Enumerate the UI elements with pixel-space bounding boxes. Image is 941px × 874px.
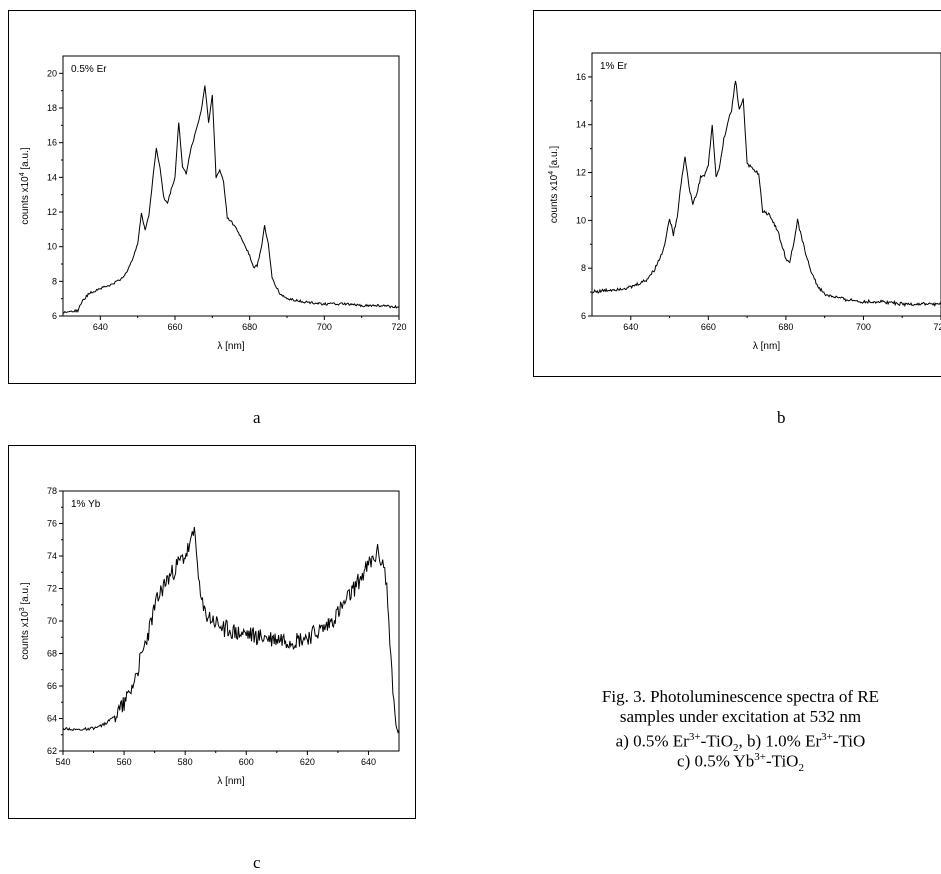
x-tick-label: 700 bbox=[317, 322, 332, 332]
y-tick-label: 72 bbox=[47, 584, 57, 594]
x-tick-label: 660 bbox=[167, 322, 182, 332]
series-annotation: 0.5% Er bbox=[71, 64, 107, 75]
caption-line-1: Fig. 3. Photoluminescence spectra of RE bbox=[601, 687, 880, 706]
y-tick-label: 64 bbox=[47, 714, 57, 724]
x-tick-label: 620 bbox=[300, 757, 315, 767]
y-tick-label: 18 bbox=[47, 103, 57, 113]
chart-panel-c: 540 560 580 600 620 640 62 64 66 68 70 72 74 76 78 λ [n… bbox=[8, 445, 416, 819]
caption-c-sup: 3+ bbox=[754, 751, 767, 763]
x-tick-label: 680 bbox=[778, 322, 793, 332]
chart-panel-b: 640 660 680 700 720 6 8 10 12 14 16 λ [nm] counts x1… bbox=[533, 10, 941, 377]
y-tick-label: 14 bbox=[576, 120, 586, 130]
y-tick-label: 10 bbox=[47, 242, 57, 252]
x-tick-label: 720 bbox=[933, 322, 941, 332]
y-tick-label: 78 bbox=[47, 486, 57, 496]
caption-a-sup: 3+ bbox=[688, 731, 701, 743]
y-tick-label: 6 bbox=[52, 311, 57, 321]
plot-frame bbox=[62, 490, 400, 752]
spectrum-line-b bbox=[591, 80, 941, 308]
y-tick-label: 16 bbox=[47, 138, 57, 148]
x-axis-title: λ [nm] bbox=[217, 341, 244, 352]
y-tick-label: 62 bbox=[47, 746, 57, 756]
caption-c-after: -TiO bbox=[766, 751, 799, 771]
x-tick-label: 680 bbox=[242, 322, 257, 332]
x-tick-label: 640 bbox=[623, 322, 638, 332]
plot-frame bbox=[62, 55, 400, 317]
caption-a-after: -TiO bbox=[700, 731, 734, 751]
caption-b-after: -TiO bbox=[832, 731, 866, 751]
caption-c-sub: 2 bbox=[798, 762, 804, 775]
sublabel-a: a bbox=[253, 408, 261, 427]
caption-b-sup: 3+ bbox=[821, 731, 833, 743]
caption-line-4: c) 0.5% Yb3+-TiO2 bbox=[540, 747, 941, 774]
series-annotation: 1% Er bbox=[600, 61, 628, 72]
x-tick-label: 640 bbox=[361, 757, 376, 767]
series-annotation: 1% Yb bbox=[71, 499, 101, 510]
y-axis-title: counts x104 [a.u.] bbox=[548, 146, 560, 224]
y-tick-label: 68 bbox=[47, 649, 57, 659]
chart-c-svg: 540 560 580 600 620 640 62 64 66 68 70 72 74 76 78 λ [n… bbox=[19, 486, 400, 787]
x-tick-label: 660 bbox=[701, 322, 716, 332]
caption-line-3: a) 0.5% Er3+-TiO2, b) 1.0% Er3+-TiO bbox=[540, 727, 941, 754]
y-tick-label: 6 bbox=[581, 311, 586, 321]
y-tick-label: 14 bbox=[47, 172, 57, 182]
y-tick-label: 12 bbox=[47, 207, 57, 217]
caption-a-text: a) 0.5% Er bbox=[615, 731, 689, 751]
chart-a-svg: 640 660 680 700 720 6 8 10 12 14 16 18 20 λ [nm] count… bbox=[19, 55, 407, 352]
caption-c-text: c) 0.5% Yb bbox=[677, 751, 755, 771]
sublabel-c: c bbox=[253, 853, 261, 872]
caption-a-sub: 2 bbox=[733, 742, 739, 755]
y-tick-label: 12 bbox=[576, 168, 586, 178]
chart-b-svg: 640 660 680 700 720 6 8 10 12 14 16 λ [nm] counts x1… bbox=[548, 52, 941, 352]
y-tick-label: 20 bbox=[47, 68, 57, 78]
y-tick-label: 70 bbox=[47, 616, 57, 626]
chart-panel-a: 640 660 680 700 720 6 8 10 12 14 16 18 20 λ [nm] count… bbox=[8, 10, 416, 384]
x-tick-label: 640 bbox=[93, 322, 108, 332]
y-tick-label: 74 bbox=[47, 551, 57, 561]
spectrum-line-a bbox=[62, 85, 400, 314]
y-tick-label: 16 bbox=[576, 72, 586, 82]
y-axis-title: counts x103 [a.u.] bbox=[19, 582, 31, 660]
x-tick-label: 600 bbox=[239, 757, 254, 767]
plot-frame bbox=[591, 52, 941, 317]
sublabel-b: b bbox=[777, 408, 786, 427]
caption-line-2: samples under excitation at 532 nm bbox=[619, 707, 862, 726]
caption-sep: , b) 1.0% Er bbox=[738, 731, 822, 751]
y-tick-label: 76 bbox=[47, 519, 57, 529]
y-tick-label: 66 bbox=[47, 681, 57, 691]
x-tick-label: 560 bbox=[117, 757, 132, 767]
spectrum-line-c bbox=[62, 526, 400, 734]
y-tick-label: 8 bbox=[52, 276, 57, 286]
x-tick-label: 540 bbox=[55, 757, 70, 767]
x-tick-label: 580 bbox=[178, 757, 193, 767]
y-tick-label: 10 bbox=[576, 215, 586, 225]
x-axis-title: λ [nm] bbox=[217, 776, 244, 787]
y-tick-label: 8 bbox=[581, 263, 586, 273]
y-axis-title: counts x104 [a.u.] bbox=[19, 147, 31, 225]
x-tick-label: 700 bbox=[856, 322, 871, 332]
figure-caption: Fig. 3. Photoluminescence spectra of RE … bbox=[540, 687, 941, 774]
x-tick-label: 720 bbox=[391, 322, 406, 332]
x-axis-title: λ [nm] bbox=[753, 341, 780, 352]
